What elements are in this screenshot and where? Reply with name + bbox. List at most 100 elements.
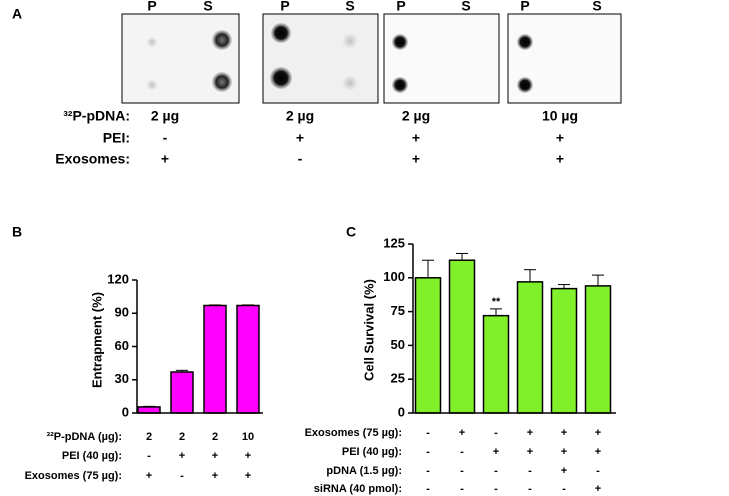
condition-cell: -	[426, 427, 430, 439]
lane-label: P	[396, 0, 405, 14]
y-tick-label: 50	[391, 337, 405, 352]
condition-cell: +	[527, 427, 533, 439]
condition-cell: +	[561, 465, 567, 477]
y-tick-label: 60	[115, 338, 129, 353]
dot	[517, 34, 533, 50]
y-tick-label: 100	[383, 269, 405, 284]
dot	[212, 72, 232, 92]
y-axis-label: Entrapment (%)	[89, 292, 104, 388]
bar	[584, 285, 612, 414]
panel-label: B	[12, 224, 22, 240]
row-cell: +	[412, 151, 420, 167]
condition-cell: +	[212, 450, 218, 462]
condition-cell: -	[426, 465, 430, 477]
y-tick-label: 90	[115, 305, 129, 320]
panel-label: A	[12, 6, 22, 22]
condition-cell: -	[528, 483, 532, 495]
condition-label: PEI (40 µg):	[62, 450, 122, 462]
condition-cell: +	[493, 446, 499, 458]
row-cell: +	[296, 130, 304, 146]
condition-cell: +	[459, 427, 465, 439]
condition-cell: +	[179, 450, 185, 462]
condition-cell: -	[460, 483, 464, 495]
condition-cell: -	[180, 470, 184, 482]
condition-cell: 2	[212, 431, 218, 443]
condition-cell: +	[146, 470, 152, 482]
row-label: PEI:	[103, 130, 130, 146]
dot	[343, 76, 357, 90]
condition-cell: +	[595, 427, 601, 439]
condition-cell: +	[245, 470, 251, 482]
row-cell: -	[163, 130, 168, 146]
bar	[550, 287, 578, 414]
y-tick-label: 75	[391, 303, 405, 318]
condition-label: Exosomes (75 µg):	[305, 427, 402, 439]
row-cell: +	[556, 130, 564, 146]
condition-cell: -	[426, 446, 430, 458]
condition-label: Exosomes (75 µg):	[25, 470, 122, 482]
bar	[170, 371, 194, 414]
lane-label: S	[592, 0, 601, 14]
dot	[147, 37, 157, 47]
row-cell: 2 µg	[286, 108, 314, 124]
y-tick-label: 125	[383, 235, 405, 250]
dot	[343, 34, 357, 48]
bar	[482, 314, 510, 414]
condition-cell: -	[528, 465, 532, 477]
dot	[212, 30, 232, 50]
condition-cell: -	[426, 483, 430, 495]
lane-label: P	[520, 0, 529, 14]
condition-cell: +	[595, 446, 601, 458]
y-tick-label: 25	[391, 371, 405, 386]
row-label: ³²P-pDNA:	[63, 108, 130, 124]
condition-cell: -	[596, 465, 600, 477]
y-tick-label: 30	[115, 371, 129, 386]
condition-cell: 2	[179, 431, 185, 443]
condition-cell: 10	[242, 431, 254, 443]
condition-cell: +	[561, 446, 567, 458]
annotation: **	[492, 296, 501, 308]
y-axis-label: Cell Survival (%)	[361, 279, 376, 381]
dot	[271, 23, 291, 43]
row-cell: 2 µg	[151, 108, 179, 124]
lane-label: P	[280, 0, 289, 14]
dot	[392, 77, 408, 93]
condition-cell: -	[494, 483, 498, 495]
row-cell: +	[161, 151, 169, 167]
condition-label: siRNA (40 pmol):	[314, 483, 402, 495]
dot	[517, 77, 533, 93]
row-label: Exosomes:	[55, 151, 130, 167]
y-tick-label: 120	[107, 271, 129, 286]
condition-cell: -	[147, 450, 151, 462]
lane-label: S	[345, 0, 354, 14]
condition-label: PEI (40 µg):	[342, 446, 402, 458]
y-tick-label: 0	[398, 404, 405, 419]
condition-cell: +	[245, 450, 251, 462]
row-cell: +	[556, 151, 564, 167]
bar	[203, 304, 227, 414]
lane-label: S	[461, 0, 470, 14]
row-cell: -	[298, 151, 303, 167]
condition-cell: -	[460, 465, 464, 477]
condition-cell: +	[527, 446, 533, 458]
y-tick-label: 0	[122, 404, 129, 419]
bar	[414, 277, 442, 414]
condition-cell: -	[494, 427, 498, 439]
row-cell: 10 µg	[542, 108, 578, 124]
condition-cell: +	[212, 470, 218, 482]
blot-images	[121, 13, 622, 104]
condition-label: pDNA (1.5 µg):	[326, 465, 402, 477]
condition-label: ³²P-pDNA (µg):	[46, 431, 122, 443]
bar	[516, 281, 544, 414]
lane-label: P	[147, 0, 156, 14]
condition-cell: +	[561, 427, 567, 439]
bar	[448, 259, 476, 414]
panel-label: C	[346, 224, 356, 240]
dot	[392, 34, 408, 50]
dot	[147, 80, 157, 90]
condition-cell: -	[460, 446, 464, 458]
row-cell: +	[412, 130, 420, 146]
dot	[270, 67, 292, 89]
bar	[137, 406, 161, 414]
